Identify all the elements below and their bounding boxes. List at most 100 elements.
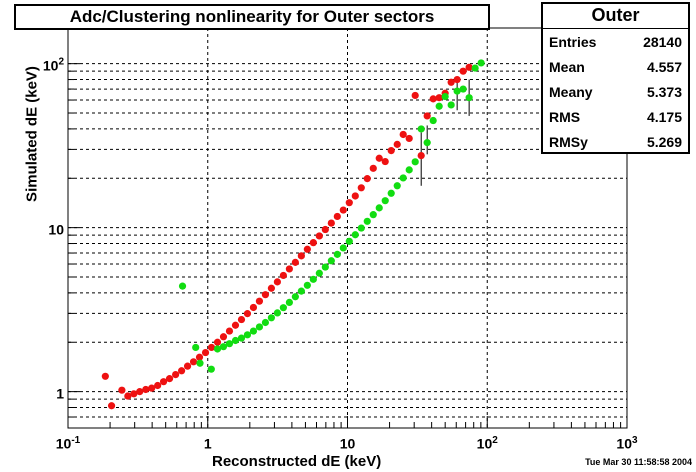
grid-layer <box>68 28 627 429</box>
x-tick-label: 102 <box>476 435 498 452</box>
data-point <box>261 291 270 299</box>
data-point <box>321 263 329 271</box>
data-point <box>219 343 228 351</box>
stats-label: Meany <box>549 84 593 100</box>
data-point <box>363 175 371 183</box>
data-point <box>429 116 437 125</box>
data-point <box>101 372 109 380</box>
data-point <box>159 378 168 386</box>
ticks-layer <box>67 63 628 429</box>
data-point <box>375 204 383 212</box>
data-point <box>172 370 180 379</box>
y-tick-label: 1 <box>56 384 64 401</box>
data-point <box>393 140 401 148</box>
data-point <box>459 85 467 93</box>
data-point <box>447 78 455 86</box>
data-point <box>423 112 431 120</box>
data-point <box>124 392 132 400</box>
data-point <box>285 298 293 307</box>
data-points <box>101 59 485 410</box>
data-point <box>387 189 395 197</box>
stats-value: 5.269 <box>646 134 682 150</box>
data-point <box>453 87 461 95</box>
stats-title: Outer <box>543 4 688 29</box>
data-point <box>453 75 461 84</box>
data-point <box>267 284 275 292</box>
data-point <box>411 91 419 100</box>
data-point <box>369 211 377 219</box>
data-point <box>189 358 198 366</box>
stats-value: 5.373 <box>646 84 682 100</box>
data-point <box>237 334 246 342</box>
data-point <box>192 343 200 352</box>
chart-title: Adc/Clustering nonlinearity for Outer se… <box>14 4 490 30</box>
data-point <box>333 212 341 221</box>
data-point <box>297 252 305 260</box>
stats-row-rmsy: RMSy 5.269 <box>543 129 688 154</box>
data-point <box>178 367 186 375</box>
data-point <box>297 287 305 295</box>
data-point <box>207 343 216 352</box>
data-point <box>279 304 287 312</box>
data-point <box>255 323 264 331</box>
data-point <box>309 275 317 283</box>
data-point <box>387 147 395 155</box>
data-point <box>279 271 287 280</box>
data-point <box>237 315 246 324</box>
x-tick-label: 1 <box>203 435 212 452</box>
data-point <box>411 158 419 166</box>
data-point <box>231 321 240 329</box>
data-point <box>465 94 473 102</box>
stats-value: 28140 <box>643 34 682 50</box>
data-point <box>327 219 335 227</box>
stats-row-meany: Meany 5.373 <box>543 79 688 104</box>
stats-label: Mean <box>549 59 585 75</box>
data-point <box>399 174 407 182</box>
data-point <box>196 359 204 367</box>
data-point <box>357 224 365 232</box>
data-point <box>249 303 258 312</box>
data-point <box>243 310 252 318</box>
data-point <box>465 63 473 71</box>
data-point <box>291 258 299 266</box>
data-point <box>303 281 311 289</box>
data-point <box>435 102 443 110</box>
stats-value: 4.557 <box>646 59 682 75</box>
y-tick-label: 102 <box>42 56 64 73</box>
data-point <box>405 134 413 143</box>
data-point <box>381 197 389 205</box>
data-point <box>429 95 437 103</box>
data-point <box>249 327 258 335</box>
data-point <box>225 327 234 335</box>
stats-value: 4.175 <box>646 109 682 125</box>
data-point <box>255 297 264 305</box>
data-point <box>213 345 222 353</box>
data-point <box>477 59 485 67</box>
data-point <box>405 166 413 174</box>
data-point <box>165 375 174 383</box>
data-point <box>399 130 407 139</box>
data-point <box>339 244 347 252</box>
data-point <box>207 365 215 373</box>
x-tick-label: 10-1 <box>55 435 81 452</box>
data-point <box>345 199 353 207</box>
data-point <box>273 309 281 317</box>
data-point <box>195 353 204 361</box>
data-point <box>154 381 162 390</box>
y-axis-title: Simulated dE (keV) <box>23 66 41 202</box>
data-point <box>363 217 371 225</box>
stats-box: Outer Entries 28140 Mean 4.557 Meany 5.3… <box>541 2 690 154</box>
data-point <box>327 257 335 265</box>
stats-row-mean: Mean 4.557 <box>543 54 688 79</box>
stats-label: RMS <box>549 109 581 125</box>
data-point <box>423 139 431 147</box>
x-tick-label: 10 <box>339 435 356 452</box>
data-point <box>107 402 116 410</box>
data-point <box>321 225 329 234</box>
data-point <box>417 125 425 133</box>
data-point <box>225 340 234 348</box>
data-point <box>447 101 455 109</box>
data-point <box>309 239 317 247</box>
data-point <box>345 237 353 245</box>
